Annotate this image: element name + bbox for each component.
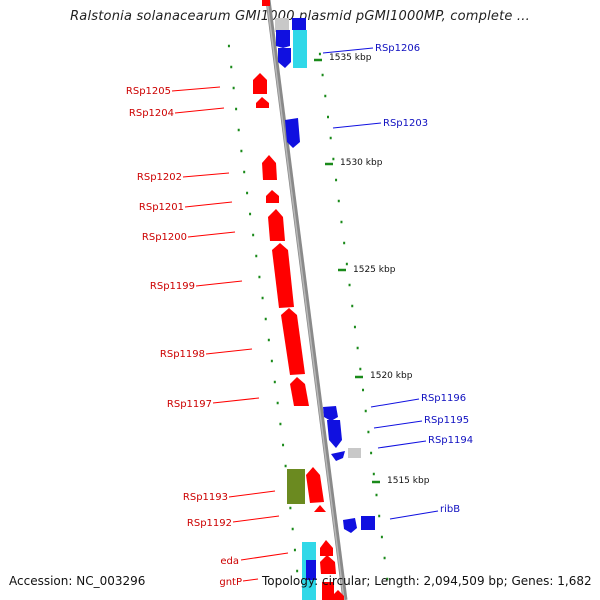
label-leader (240, 552, 289, 561)
gene-label-right[interactable]: ribB (440, 504, 460, 515)
label-leader (205, 348, 253, 355)
gene-label-right[interactable]: RSp1203 (383, 118, 428, 129)
gene-feature-reverse[interactable] (285, 118, 300, 148)
gene-feature-forward[interactable] (256, 97, 269, 108)
gene-label-left[interactable]: gntP (219, 577, 242, 588)
gene-label-left[interactable]: RSp1199 (150, 281, 195, 292)
label-leader (332, 122, 382, 129)
label-leader (373, 420, 423, 429)
gene-label-left[interactable]: RSp1205 (126, 86, 171, 97)
scale-label: 1515 kbp (387, 476, 430, 486)
gene-features (253, 0, 375, 600)
gene-label-right[interactable]: RSp1206 (375, 43, 420, 54)
gene-feature-reverse[interactable] (278, 48, 291, 68)
gene-feature-forward[interactable] (306, 467, 324, 503)
gene-feature[interactable] (275, 18, 289, 32)
gene-label-left[interactable]: RSp1201 (139, 202, 184, 213)
scale-label: 1525 kbp (353, 265, 396, 275)
gene-feature-other[interactable] (287, 469, 305, 504)
genome-backbone-highlight (266, 0, 345, 600)
gene-label-left[interactable]: RSp1197 (167, 399, 212, 410)
gene-feature-forward[interactable] (266, 190, 279, 203)
label-leader (322, 47, 374, 54)
gene-feature-forward[interactable] (262, 0, 270, 6)
label-leader (212, 397, 260, 404)
gene-feature-forward[interactable] (314, 505, 326, 512)
gene-label-right[interactable]: RSp1196 (421, 393, 466, 404)
gene-label-right[interactable]: RSp1194 (428, 435, 473, 446)
scale-label: 1530 kbp (340, 158, 383, 168)
label-leader (370, 398, 420, 408)
gene-feature-forward[interactable] (322, 582, 334, 600)
gene-feature-forward[interactable] (290, 377, 309, 406)
gene-feature-reverse[interactable] (323, 406, 338, 421)
label-leader (232, 515, 280, 523)
scale-label: 1520 kbp (370, 371, 413, 381)
gene-label-left[interactable]: RSp1193 (183, 492, 228, 503)
gene-feature-forward[interactable] (268, 209, 285, 241)
gene-feature-reverse[interactable] (306, 560, 316, 580)
map-title: Ralstonia solanacearum GMI1000 plasmid p… (70, 9, 530, 24)
gene-feature-pseudo[interactable] (348, 448, 361, 458)
topology-text: Topology: circular; Length: 2,094,509 bp… (262, 574, 592, 588)
gene-feature-reverse[interactable] (327, 420, 342, 448)
gene-feature-forward[interactable] (253, 73, 267, 94)
gene-label-left[interactable]: RSp1192 (187, 518, 232, 529)
gene-feature-reverse[interactable] (276, 30, 290, 48)
label-leader (171, 86, 221, 92)
label-leader (389, 510, 439, 520)
label-leader (174, 107, 225, 114)
gene-feature-reverse[interactable] (361, 516, 375, 530)
label-leader (182, 172, 230, 178)
gene-feature-forward[interactable] (320, 555, 336, 574)
label-leader (228, 490, 276, 498)
right-gene-labels: RSp1206 RSp1203 RSp1196 RSp1195 RSp1194 … (322, 43, 473, 520)
scale-label: 1535 kbp (329, 53, 372, 63)
gene-feature-forward[interactable] (332, 590, 344, 600)
left-ticks (227, 44, 299, 573)
gene-label-right[interactable]: RSp1195 (424, 415, 469, 426)
gene-feature-forward[interactable] (272, 243, 294, 308)
accession-text: Accession: NC_003296 (9, 574, 146, 588)
label-leader (184, 201, 233, 208)
gene-feature-forward[interactable] (262, 155, 277, 180)
gene-label-left[interactable]: RSp1198 (160, 349, 205, 360)
gene-feature-reverse[interactable] (331, 451, 345, 461)
label-leader (242, 578, 259, 582)
gene-feature-forward[interactable] (320, 540, 333, 556)
gene-label-left[interactable]: RSp1202 (137, 172, 182, 183)
genome-backbone (265, 0, 348, 600)
gene-feature-reverse[interactable] (292, 18, 306, 30)
label-leader (187, 231, 236, 238)
gene-feature-forward[interactable] (281, 308, 305, 375)
right-ticks (318, 52, 389, 581)
left-gene-labels: RSp1205 RSp1204 RSp1202 RSp1201 RSp1200 … (126, 86, 289, 588)
gene-label-left[interactable]: RSp1200 (142, 232, 187, 243)
gene-label-left[interactable]: RSp1204 (129, 108, 174, 119)
gene-feature-rna[interactable] (293, 30, 307, 68)
scale-labels: 1535 kbp 1530 kbp 1525 kbp 1520 kbp 1515… (314, 53, 430, 486)
gene-feature-reverse[interactable] (343, 518, 357, 533)
label-leader (377, 440, 427, 449)
label-leader (195, 280, 243, 287)
gene-label-left[interactable]: eda (220, 556, 239, 567)
